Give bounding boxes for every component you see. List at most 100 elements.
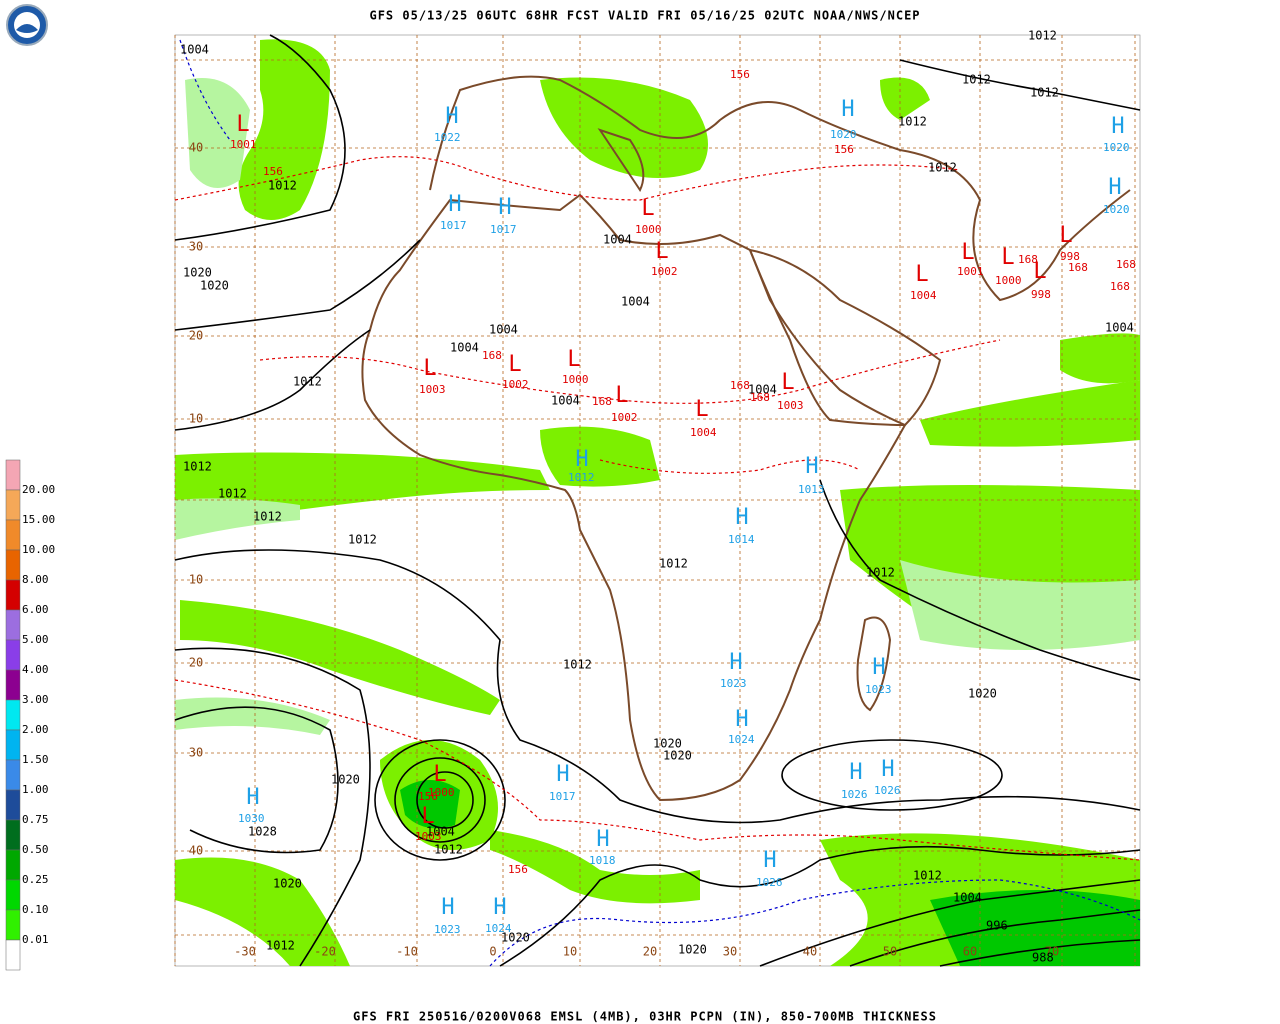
legend-swatch <box>5 789 21 821</box>
legend-label: 3.00 <box>22 693 49 706</box>
center-pressure: 1017 <box>440 219 467 232</box>
center-pressure: 1017 <box>549 790 576 803</box>
isobar-label: 1020 <box>273 877 302 891</box>
center-symbol: L <box>915 262 928 287</box>
legend-swatch <box>5 819 21 851</box>
isobar-label: 1012 <box>1030 86 1059 100</box>
center-symbol: L <box>236 112 249 137</box>
thickness-label: 156 <box>834 143 854 156</box>
isobar-label: 1004 <box>551 394 580 408</box>
thickness-label: 168 <box>592 395 612 408</box>
legend-label: 0.10 <box>22 903 49 916</box>
longitude-label: 10 <box>563 945 577 959</box>
thickness-label: 156 <box>418 790 438 803</box>
center-symbol: L <box>421 804 434 829</box>
latitude-label: 10 <box>189 412 203 426</box>
isobars <box>174 34 1141 967</box>
center-pressure: 1000 <box>995 274 1022 287</box>
center-pressure: 1030 <box>238 812 265 825</box>
thickness-label: 168 <box>750 391 770 404</box>
isobar-label: 1012 <box>913 869 942 883</box>
center-pressure: 1012 <box>568 471 595 484</box>
isobar-label: 1004 <box>180 43 209 57</box>
center-pressure: 1014 <box>728 533 755 546</box>
center-pressure: 1020 <box>1103 141 1130 154</box>
center-symbol: L <box>1001 245 1014 270</box>
center-symbol: L <box>423 356 436 381</box>
center-pressure: 1003 <box>415 830 442 843</box>
center-symbol: H <box>849 760 862 785</box>
legend-label: 10.00 <box>22 543 55 556</box>
center-symbol: H <box>498 195 511 220</box>
center-pressure: 1023 <box>720 677 747 690</box>
isobar-label: 1004 <box>621 295 650 309</box>
longitude-label: 60 <box>963 945 977 959</box>
latitude-label: 30 <box>189 240 203 254</box>
isobar-label: 1020 <box>200 279 229 293</box>
isobar-label: 1020 <box>663 749 692 763</box>
center-symbol: L <box>1033 259 1046 284</box>
isobar-label: 1020 <box>183 266 212 280</box>
legend-swatch <box>5 759 21 791</box>
legend-swatch <box>5 729 21 761</box>
legend-swatch <box>5 669 21 701</box>
latitude-label: 20 <box>189 656 203 670</box>
legend-label: 1.50 <box>22 753 49 766</box>
legend-label: 5.00 <box>22 633 49 646</box>
legend-label: 2.00 <box>22 723 49 736</box>
thickness-label: 168 <box>482 349 502 362</box>
isobar-label: 1004 <box>450 341 479 355</box>
center-pressure: 1002 <box>651 265 678 278</box>
longitude-label: 30 <box>723 945 737 959</box>
isobar-label: 1020 <box>331 773 360 787</box>
center-symbol: L <box>615 383 628 408</box>
center-pressure: 1004 <box>690 426 717 439</box>
center-symbol: H <box>735 505 748 530</box>
legend-swatch <box>5 699 21 731</box>
isobar-label: 1012 <box>898 115 927 129</box>
center-pressure: 1002 <box>502 378 529 391</box>
longitude-label: -20 <box>314 945 336 959</box>
center-symbol: L <box>961 240 974 265</box>
center-symbol: L <box>508 352 521 377</box>
longitude-label: 50 <box>883 945 897 959</box>
center-symbol: L <box>655 239 668 264</box>
map-title: GFS 05/13/25 06UTC 68HR FCST VALID FRI 0… <box>369 9 920 23</box>
center-symbol: H <box>575 447 588 472</box>
legend-swatch <box>5 549 21 581</box>
thickness-label: 156 <box>263 165 283 178</box>
isobar-label: 1004 <box>748 383 777 397</box>
isobar-label: 1028 <box>248 825 277 839</box>
center-pressure: 1026 <box>756 876 783 889</box>
legend-label: 4.00 <box>22 663 49 676</box>
isobar-label: 1020 <box>501 931 530 945</box>
isobar-label: 1012 <box>218 487 247 501</box>
thickness-label: 168 <box>1068 261 1088 274</box>
isobar-label: 988 <box>1032 951 1054 965</box>
center-symbol: H <box>805 454 818 479</box>
legend-label: 20.00 <box>22 483 55 496</box>
legend-label: 1.00 <box>22 783 49 796</box>
center-symbol: L <box>781 370 794 395</box>
center-symbol: H <box>556 762 569 787</box>
thickness-label: 168 <box>1018 253 1038 266</box>
legend-swatch <box>5 639 21 671</box>
isobar-label: 1004 <box>603 233 632 247</box>
legend-swatch <box>5 489 21 521</box>
thickness-label: 156 <box>730 68 750 81</box>
center-pressure: 1026 <box>841 788 868 801</box>
center-pressure: 1024 <box>728 733 755 746</box>
center-pressure: 1026 <box>874 784 901 797</box>
legend-swatch <box>5 579 21 611</box>
isobar-label: 1012 <box>266 939 295 953</box>
center-symbol: H <box>729 650 742 675</box>
legend-swatch <box>5 879 21 911</box>
center-pressure: 1000 <box>562 373 589 386</box>
isobar-label: 1004 <box>426 825 455 839</box>
legend-label: 0.75 <box>22 813 49 826</box>
thickness <box>174 39 1141 967</box>
latitude-label: 20 <box>189 329 203 343</box>
center-pressure: 1024 <box>485 922 512 935</box>
